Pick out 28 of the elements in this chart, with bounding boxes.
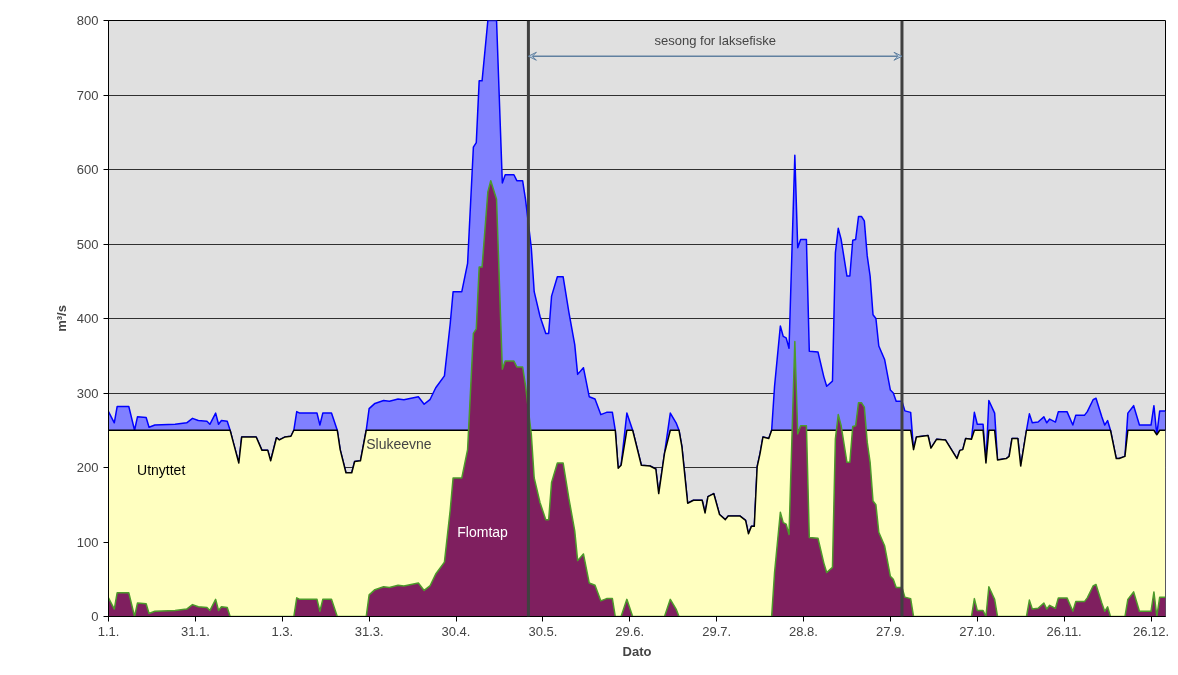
x-tick-label: 1.1.: [97, 623, 120, 639]
x-tick-label: 30.4.: [441, 623, 471, 639]
y-tick-label: 0: [91, 609, 99, 624]
y-tick-label: 700: [76, 87, 99, 103]
annotation: Slukeevne: [366, 436, 432, 453]
y-axis-title: m³/s: [53, 305, 69, 332]
y-tick-label: 500: [76, 236, 99, 252]
x-tick-label: 31.3.: [354, 623, 384, 639]
y-tick-label: 100: [76, 534, 99, 550]
y-tick-label: 600: [76, 162, 99, 177]
y-tick-label: 200: [76, 460, 99, 475]
x-tick-label: 26.12.: [1132, 623, 1170, 639]
x-tick-label: 31.1.: [180, 623, 210, 639]
x-tick-label: 27.9.: [875, 623, 905, 639]
x-tick-label: 28.8.: [789, 623, 818, 639]
x-tick-label: 29.6.: [615, 623, 645, 639]
y-tick-label: 300: [76, 385, 99, 401]
x-tick-label: 1.3.: [271, 623, 294, 639]
x-tick-label: 27.10.: [959, 623, 996, 639]
x-tick-label: 26.11.: [1046, 623, 1082, 639]
y-tick-label: 400: [76, 311, 99, 326]
series-label: Flomtap: [457, 524, 509, 541]
series-label: Utnyttet: [137, 461, 186, 478]
x-axis-title: Dato: [622, 643, 652, 659]
y-tick-label: 800: [76, 13, 99, 28]
x-tick-label: 29.7.: [702, 623, 732, 639]
annotation: sesong for laksefiske: [654, 33, 776, 49]
x-tick-label: 30.5.: [528, 623, 558, 639]
